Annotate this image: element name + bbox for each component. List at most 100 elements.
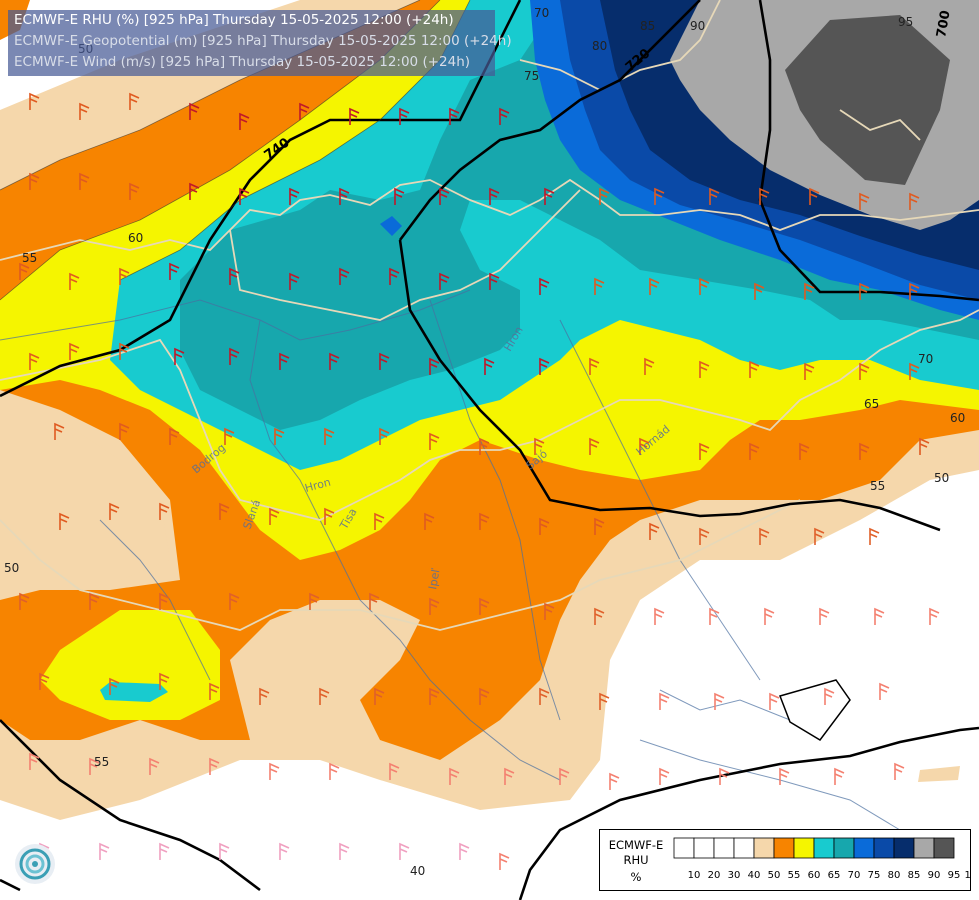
wind-barb bbox=[209, 757, 220, 775]
legend-tick-label: 85 bbox=[908, 870, 921, 881]
wind-barb bbox=[539, 277, 550, 295]
wind-barb bbox=[429, 597, 440, 615]
wind-barb bbox=[54, 422, 65, 440]
legend-swatch bbox=[773, 837, 795, 859]
wind-barb bbox=[99, 842, 110, 860]
wind-barb bbox=[109, 502, 120, 520]
wind-barb bbox=[859, 442, 870, 460]
wind-barb bbox=[799, 442, 810, 460]
wind-barb bbox=[649, 277, 660, 295]
wind-barb bbox=[389, 267, 400, 285]
wind-barb bbox=[814, 527, 825, 545]
wind-barb bbox=[544, 602, 555, 620]
wind-barb bbox=[764, 607, 775, 625]
wind-barb bbox=[19, 262, 30, 280]
wind-barb bbox=[379, 427, 390, 445]
wind-barb bbox=[909, 362, 920, 380]
wind-barb bbox=[429, 432, 440, 450]
legend-tick-label: 10 bbox=[688, 870, 701, 881]
wind-barb bbox=[659, 692, 670, 710]
wind-barb bbox=[479, 687, 490, 705]
rh-area-75-80-dot bbox=[380, 216, 402, 236]
wind-barb bbox=[29, 752, 40, 770]
contour-label: 60 bbox=[950, 411, 965, 425]
wind-barb bbox=[874, 607, 885, 625]
wind-barb bbox=[219, 502, 230, 520]
wind-barb bbox=[229, 267, 240, 285]
wind-barb bbox=[819, 607, 830, 625]
wind-barb bbox=[599, 187, 610, 205]
rh-area-50-55-se bbox=[918, 766, 960, 782]
wind-barb bbox=[504, 767, 515, 785]
contour-label: 60 bbox=[128, 231, 143, 245]
wind-barbs bbox=[19, 92, 940, 870]
wind-barb bbox=[399, 107, 410, 125]
wind-barb bbox=[769, 692, 780, 710]
country-borders bbox=[0, 0, 979, 631]
wind-barb bbox=[159, 842, 170, 860]
legend-swatch bbox=[813, 837, 835, 859]
legend-swatch bbox=[753, 837, 775, 859]
wind-barb bbox=[174, 347, 185, 365]
wind-barb bbox=[29, 92, 40, 110]
wind-barb bbox=[589, 437, 600, 455]
legend-tick-label: 80 bbox=[888, 870, 901, 881]
legend-swatch bbox=[673, 837, 695, 859]
legend-swatch bbox=[713, 837, 735, 859]
contour-label: 70 bbox=[918, 352, 933, 366]
rh-area-95-100 bbox=[785, 15, 950, 185]
legend-tick-label: 95 bbox=[948, 870, 961, 881]
legend-swatch bbox=[853, 837, 875, 859]
wind-barb bbox=[824, 687, 835, 705]
wind-barb bbox=[299, 102, 310, 120]
wind-barb bbox=[449, 767, 460, 785]
legend-title-model: ECMWF-E bbox=[608, 838, 664, 852]
wind-barb bbox=[809, 187, 820, 205]
wind-barb bbox=[259, 687, 270, 705]
legend-tick-label: 60 bbox=[808, 870, 821, 881]
wind-barb bbox=[274, 427, 285, 445]
wind-barb bbox=[489, 187, 500, 205]
wind-barb bbox=[459, 842, 470, 860]
wind-barb bbox=[269, 507, 280, 525]
contour-label: 80 bbox=[592, 39, 607, 53]
legend-swatch bbox=[913, 837, 935, 859]
wind-barb bbox=[119, 422, 130, 440]
legend-swatch bbox=[693, 837, 715, 859]
wind-barb bbox=[429, 357, 440, 375]
wind-barb bbox=[479, 437, 490, 455]
wind-barb bbox=[79, 172, 90, 190]
wind-barb bbox=[374, 512, 385, 530]
wind-barb bbox=[834, 767, 845, 785]
title-rhu: ECMWF-E RHU (%) [925 hPa] Thursday 15-05… bbox=[14, 12, 454, 28]
legend-tick-label: 50 bbox=[768, 870, 781, 881]
wind-barb bbox=[859, 192, 870, 210]
wind-barb bbox=[269, 762, 280, 780]
contour-label: 55 bbox=[870, 479, 885, 493]
wind-barb bbox=[339, 842, 350, 860]
legend-title-variable: RHU bbox=[623, 853, 649, 867]
wind-barb bbox=[479, 597, 490, 615]
wind-barb bbox=[859, 362, 870, 380]
wind-barb bbox=[389, 762, 400, 780]
wind-barb bbox=[709, 187, 720, 205]
wind-barb bbox=[589, 357, 600, 375]
color-legend: ECMWF-E RHU % 10 20 30 40 50 55 60 65 70 75 80 85 90… bbox=[599, 829, 971, 891]
wind-barb bbox=[229, 592, 240, 610]
wind-barb bbox=[129, 92, 140, 110]
ecmwf-logo-icon bbox=[15, 844, 55, 884]
wind-barb bbox=[559, 767, 570, 785]
wind-barb bbox=[89, 592, 100, 610]
wind-barb bbox=[909, 192, 920, 210]
wind-barb bbox=[499, 107, 510, 125]
legend-swatch bbox=[793, 837, 815, 859]
contour-label: 40 bbox=[410, 864, 425, 878]
contour-label: 55 bbox=[94, 755, 109, 769]
wind-barb bbox=[879, 682, 890, 700]
wind-barb bbox=[599, 692, 610, 710]
legend-tick-label: 40 bbox=[748, 870, 761, 881]
wind-barb bbox=[279, 352, 290, 370]
wind-barb bbox=[759, 527, 770, 545]
wind-barb bbox=[309, 592, 320, 610]
legend-swatch bbox=[893, 837, 915, 859]
